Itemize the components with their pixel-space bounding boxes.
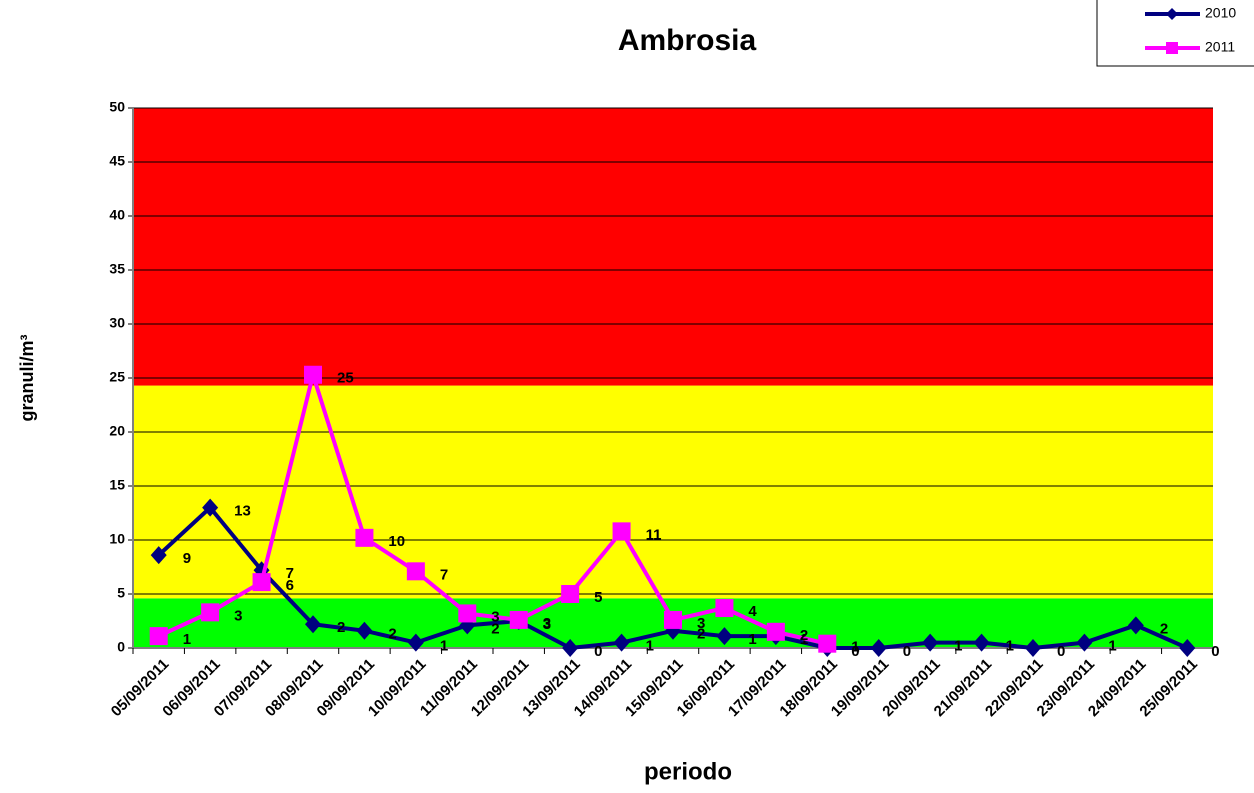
legend-marker (1166, 42, 1178, 54)
data-label: 2 (697, 626, 705, 643)
x-axis-label: periodo (644, 758, 732, 785)
marker (407, 633, 424, 652)
y-tick-label: 20 (109, 423, 125, 439)
data-label: 2 (388, 626, 396, 643)
y-tick-label: 35 (109, 261, 125, 277)
legend-label: 2010 (1205, 5, 1236, 21)
marker (715, 599, 734, 618)
marker (150, 546, 167, 565)
marker (304, 365, 322, 384)
marker (1076, 633, 1093, 652)
marker (355, 528, 374, 547)
chart-title: Ambrosia (618, 24, 757, 57)
data-label: 0 (594, 643, 602, 660)
marker (562, 639, 579, 657)
marker (406, 562, 425, 581)
data-label: 13 (234, 503, 251, 520)
data-label: 2 (1160, 620, 1168, 637)
y-tick-label: 25 (109, 369, 125, 385)
marker (818, 634, 837, 653)
data-label: 5 (594, 589, 602, 606)
y-tick-label: 30 (109, 315, 125, 331)
data-label: 7 (440, 566, 448, 583)
y-tick-label: 10 (109, 531, 125, 547)
marker (202, 498, 219, 517)
background-band (133, 385, 1213, 599)
legend-marker (1166, 8, 1178, 20)
data-label: 6 (286, 577, 294, 594)
marker (664, 610, 682, 629)
data-label: 1 (851, 639, 859, 656)
marker (356, 621, 373, 640)
data-label: 1 (1108, 638, 1116, 655)
marker (870, 639, 887, 657)
data-label: 0 (1211, 643, 1219, 660)
marker (149, 627, 168, 646)
y-tick-label: 40 (109, 207, 125, 223)
data-label: 7 (286, 565, 294, 582)
data-label: 11 (646, 526, 662, 543)
data-label: 25 (337, 370, 354, 387)
data-label: 0 (903, 643, 911, 660)
data-label: 1 (646, 638, 654, 655)
marker (973, 633, 990, 652)
data-label: 3 (491, 608, 499, 625)
y-tick-label: 0 (117, 639, 125, 655)
legend-frame (1096, 0, 1254, 67)
legend-label: 2011 (1205, 39, 1235, 55)
y-tick-label: 45 (109, 153, 125, 169)
marker (612, 522, 631, 541)
marker (716, 627, 733, 646)
data-label: 3 (543, 616, 551, 633)
data-label: 1 (1006, 638, 1014, 655)
data-label: 1 (440, 638, 448, 655)
background-band (133, 108, 1213, 386)
y-axis-label: granuli/m³ (17, 334, 37, 421)
marker (922, 633, 939, 652)
marker (509, 610, 528, 629)
data-label: 2 (491, 620, 499, 637)
data-label: 4 (748, 603, 757, 620)
marker (305, 615, 321, 634)
data-label: 3 (697, 615, 705, 632)
data-label: 3 (543, 615, 551, 632)
data-label: 1 (954, 638, 962, 655)
marker (1025, 639, 1041, 657)
data-label: 2 (337, 619, 345, 636)
marker (766, 622, 785, 641)
data-label: 1 (183, 631, 191, 648)
y-tick-label: 15 (109, 477, 125, 493)
data-label: 0 (1057, 643, 1065, 660)
marker (613, 633, 630, 652)
marker (252, 573, 271, 592)
marker (1127, 616, 1144, 635)
data-label: 3 (234, 607, 242, 624)
y-tick-label: 5 (117, 585, 125, 601)
marker (201, 603, 220, 622)
marker (561, 585, 580, 603)
data-label: 2 (800, 627, 808, 644)
data-label: 10 (388, 533, 405, 550)
data-label: 0 (851, 643, 859, 660)
y-tick-label: 50 (109, 99, 125, 115)
marker (1179, 639, 1196, 657)
data-label: 1 (748, 631, 756, 648)
data-label: 9 (183, 550, 191, 567)
marker (458, 604, 477, 623)
